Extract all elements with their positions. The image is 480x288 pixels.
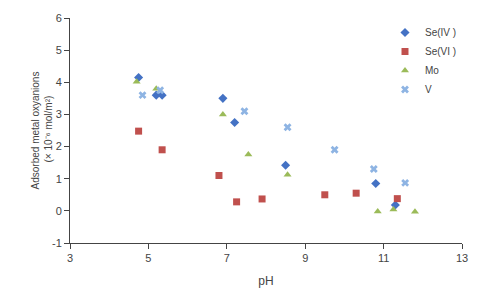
svg-text:6: 6 (56, 12, 62, 24)
svg-text:11: 11 (378, 252, 389, 264)
svg-text:3: 3 (67, 252, 73, 264)
svg-text:7: 7 (224, 252, 230, 264)
svg-text:Se(VI ): Se(VI ) (425, 46, 456, 57)
svg-text:2: 2 (56, 140, 62, 152)
svg-text:4: 4 (56, 76, 62, 88)
svg-text:Mo: Mo (425, 65, 439, 76)
svg-text:V: V (425, 84, 432, 95)
svg-text:1: 1 (56, 173, 62, 185)
svg-text:Se(IV ): Se(IV ) (425, 27, 456, 38)
svg-text:-1: -1 (52, 237, 62, 249)
svg-text:3: 3 (56, 108, 62, 120)
svg-text:pH: pH (258, 274, 273, 288)
svg-text:Adsorbed metal oxyanions (× 10: Adsorbed metal oxyanions (× 10⁻⁶ mol/m²) (30, 72, 54, 190)
svg-text:9: 9 (302, 252, 308, 264)
svg-text:5: 5 (145, 252, 151, 264)
svg-text:13: 13 (456, 252, 468, 264)
svg-text:5: 5 (56, 44, 62, 56)
svg-text:0: 0 (56, 205, 62, 217)
